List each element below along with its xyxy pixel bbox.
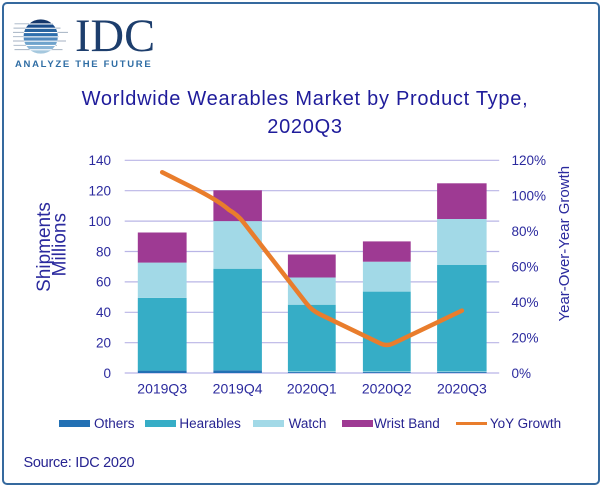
svg-text:2020Q1: 2020Q1 <box>287 380 337 396</box>
svg-text:80%: 80% <box>512 224 539 239</box>
svg-text:60: 60 <box>96 275 111 290</box>
svg-text:2020Q2: 2020Q2 <box>362 380 412 396</box>
svg-text:0: 0 <box>103 366 111 381</box>
svg-text:0%: 0% <box>512 366 532 381</box>
svg-text:40: 40 <box>96 305 111 320</box>
svg-text:Year-Over-Year Growth: Year-Over-Year Growth <box>556 166 573 322</box>
svg-text:100: 100 <box>88 214 111 229</box>
svg-text:Shipments: Shipments <box>34 202 55 292</box>
svg-text:2020Q3: 2020Q3 <box>437 380 487 396</box>
svg-text:60%: 60% <box>512 260 539 275</box>
svg-text:2019Q4: 2019Q4 <box>213 380 263 396</box>
svg-text:20%: 20% <box>512 330 539 345</box>
svg-text:20: 20 <box>96 336 111 351</box>
svg-text:40%: 40% <box>512 295 539 310</box>
svg-text:80: 80 <box>96 244 111 259</box>
svg-text:140: 140 <box>88 153 111 168</box>
svg-text:120%: 120% <box>512 153 547 168</box>
svg-text:2019Q3: 2019Q3 <box>137 380 187 396</box>
svg-text:100%: 100% <box>512 189 547 204</box>
svg-text:120: 120 <box>88 184 111 199</box>
svg-text:Millions: Millions <box>49 213 70 276</box>
